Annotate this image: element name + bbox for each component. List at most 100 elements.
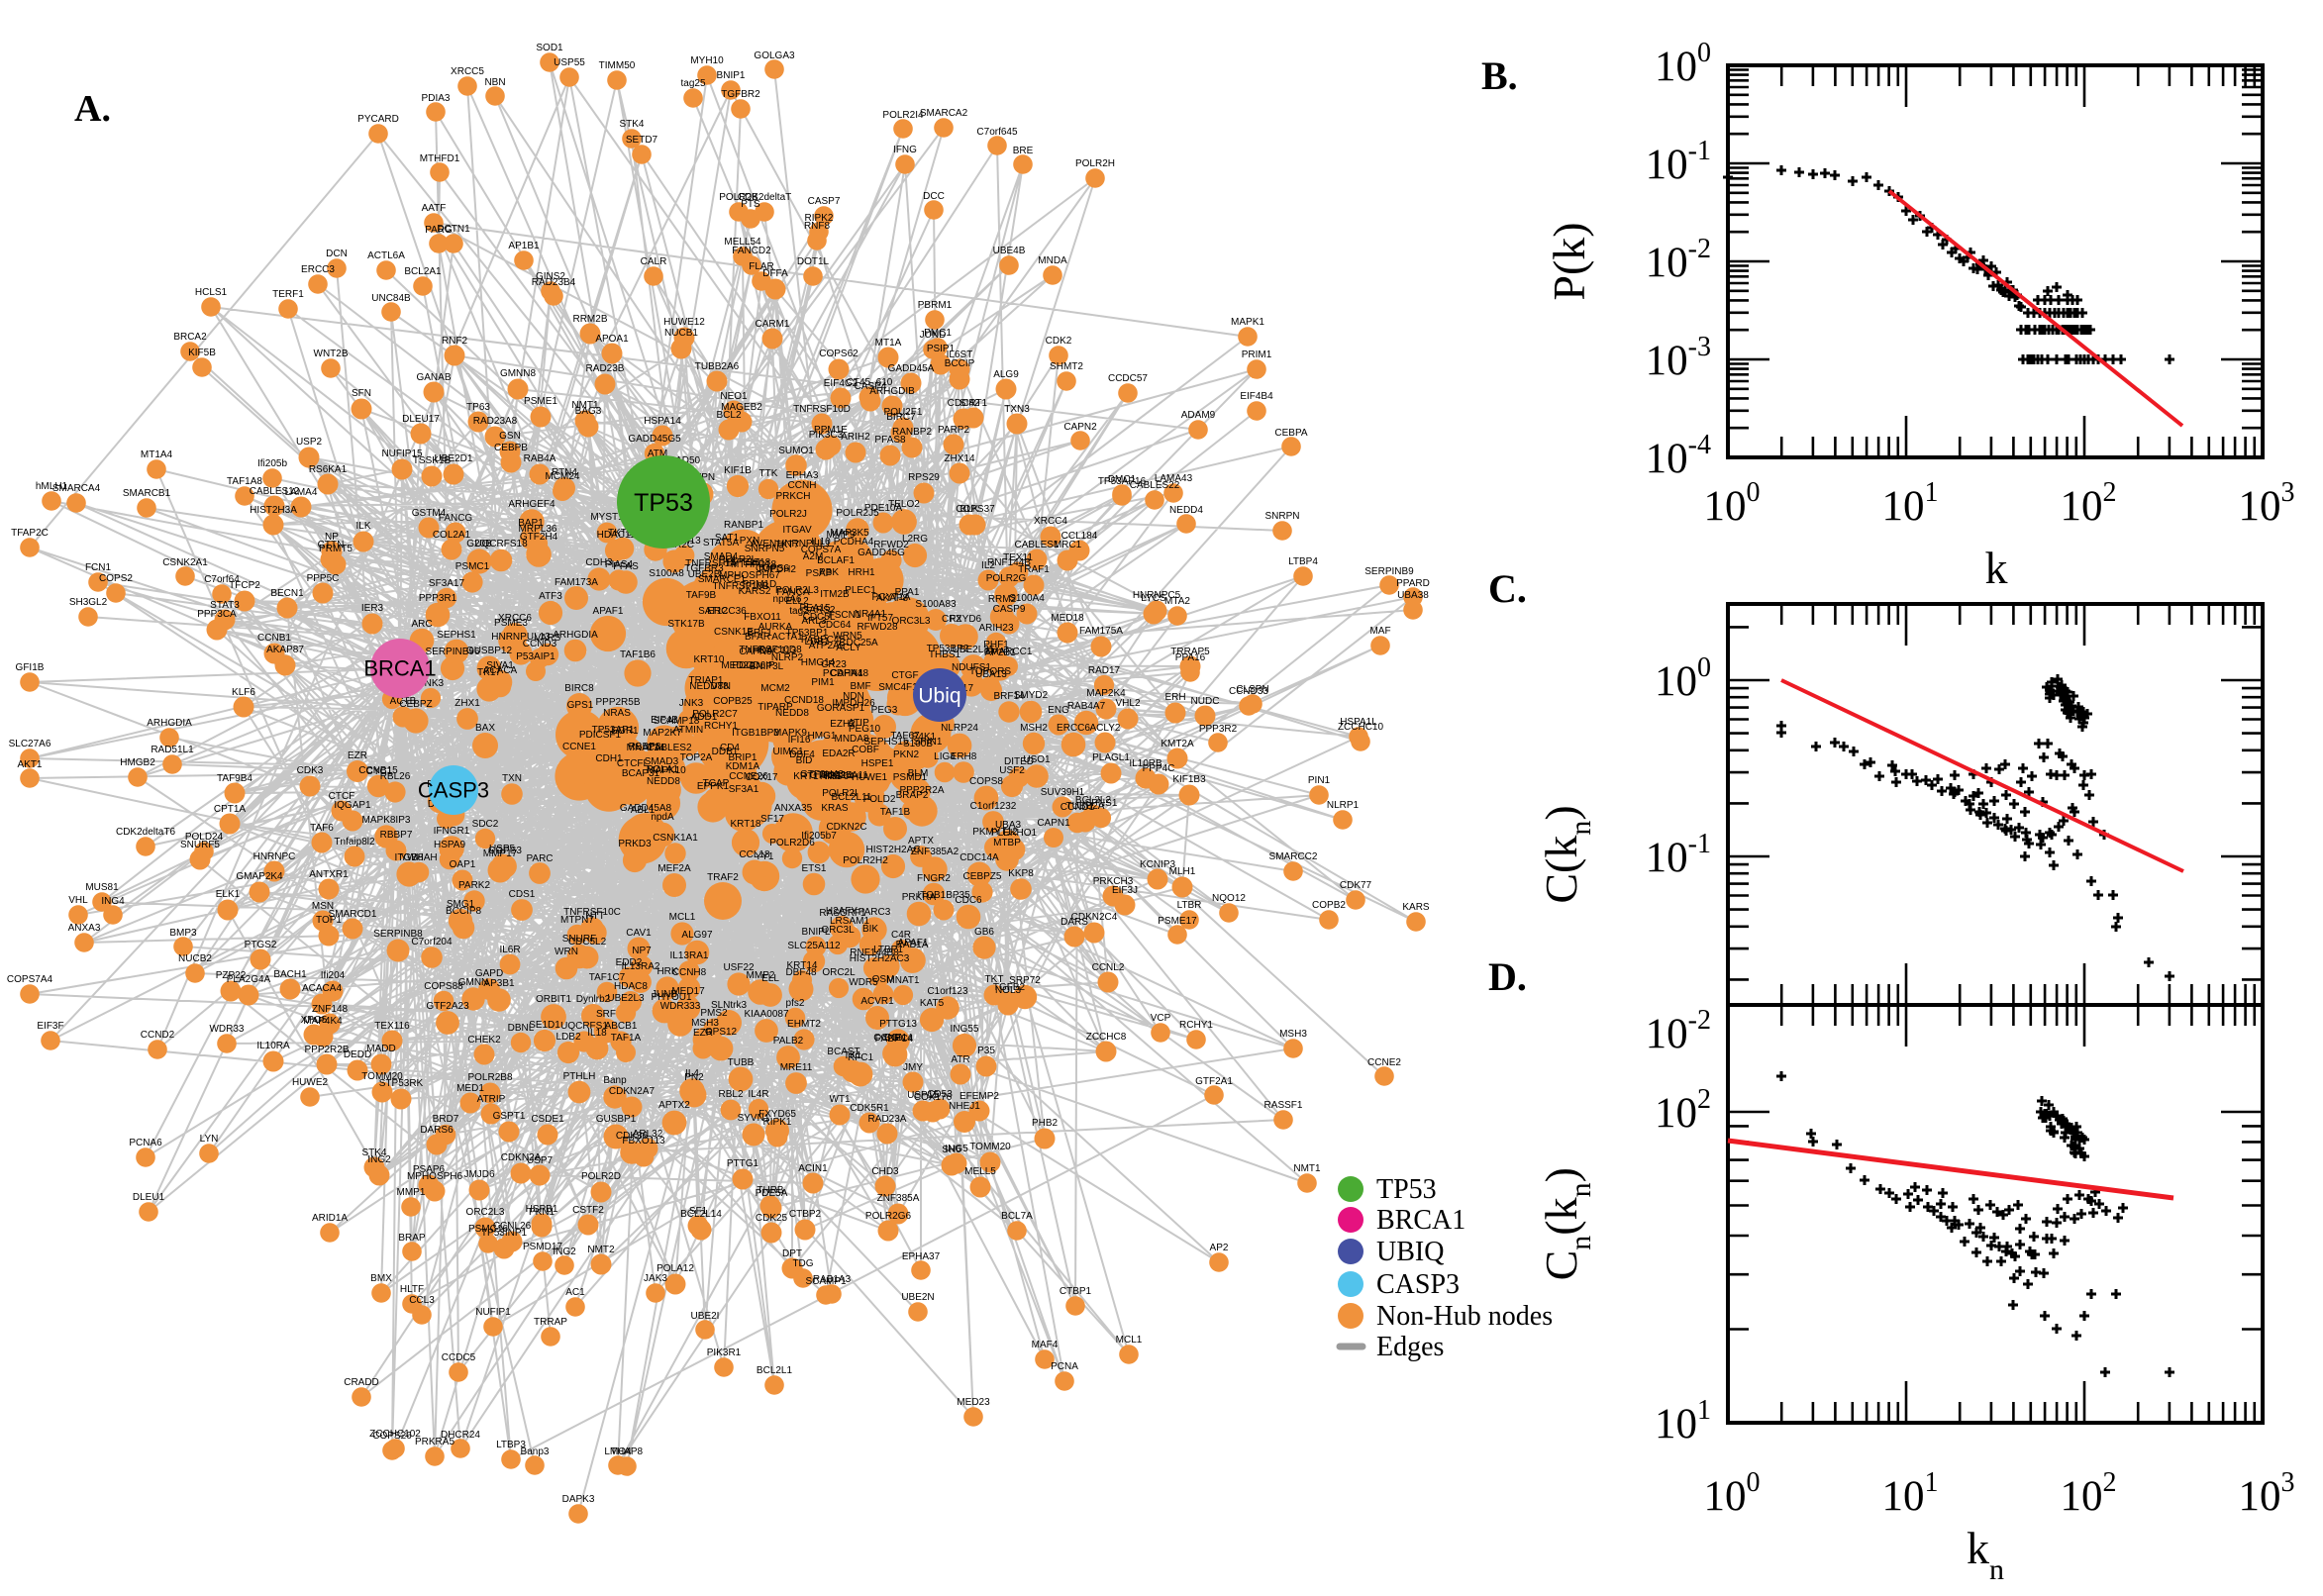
svg-text:ZNF385A: ZNF385A: [877, 1193, 920, 1204]
svg-text:MMP2: MMP2: [747, 970, 775, 981]
svg-text:PARC: PARC: [526, 853, 553, 864]
svg-text:PRKD3: PRKD3: [618, 839, 652, 849]
svg-text:SF3A1: SF3A1: [729, 784, 759, 795]
svg-text:KRT14: KRT14: [787, 960, 818, 971]
svg-text:FAM175A: FAM175A: [1079, 626, 1123, 637]
svg-text:HDAC8: HDAC8: [614, 981, 648, 992]
svg-text:JNK3: JNK3: [679, 698, 704, 709]
svg-text:SOD1: SOD1: [536, 43, 563, 53]
svg-text:SH6: SH6: [942, 1145, 961, 1155]
svg-text:SCAMP18: SCAMP18: [654, 716, 700, 727]
svg-text:KRT18: KRT18: [731, 819, 761, 830]
svg-text:CCND18: CCND18: [784, 695, 824, 706]
svg-text:ACTB: ACTB: [390, 696, 417, 707]
svg-text:BCCIP8: BCCIP8: [446, 906, 482, 917]
svg-text:APAF1: APAF1: [898, 938, 929, 948]
svg-text:NUFIP15: NUFIP15: [381, 449, 423, 459]
svg-text:POLR2I: POLR2I: [822, 788, 858, 799]
svg-text:SRF: SRF: [596, 1009, 616, 1020]
svg-text:CALR: CALR: [641, 256, 667, 267]
svg-text:FSCN1: FSCN1: [829, 610, 861, 621]
svg-text:PTS: PTS: [741, 199, 760, 210]
svg-text:CDH1: CDH1: [595, 753, 623, 764]
svg-text:COPS6: COPS6: [756, 563, 789, 574]
svg-text:TDG: TDG: [792, 1258, 813, 1269]
svg-text:CAPN2: CAPN2: [1063, 422, 1097, 433]
svg-text:LDB2: LDB2: [556, 1032, 580, 1043]
svg-text:MAP4K4: MAP4K4: [303, 1016, 343, 1027]
svg-text:SDC2: SDC2: [472, 819, 499, 830]
svg-text:MPHOSPH6: MPHOSPH6: [407, 1171, 463, 1182]
svg-text:TGFBR3: TGFBR3: [684, 563, 724, 574]
svg-text:CPT1A: CPT1A: [214, 804, 247, 815]
svg-text:BCL2L11: BCL2L11: [832, 792, 872, 803]
svg-text:ELL: ELL: [761, 973, 779, 984]
svg-text:SETD7: SETD7: [626, 135, 658, 146]
svg-text:ORC2L: ORC2L: [822, 967, 856, 978]
svg-text:POLD2: POLD2: [863, 794, 896, 805]
svg-text:KIAA0087: KIAA0087: [744, 1009, 788, 1020]
svg-text:PARG: PARG: [425, 225, 453, 236]
svg-text:B.: B.: [1481, 53, 1518, 98]
svg-text:PDCD6IP: PDCD6IP: [732, 660, 775, 671]
svg-text:RCHY1: RCHY1: [704, 721, 738, 732]
svg-text:C7orf64: C7orf64: [204, 574, 240, 585]
svg-text:HMG1: HMG1: [808, 731, 837, 742]
svg-text:MCM24: MCM24: [545, 471, 579, 482]
svg-text:ATP2A2: ATP2A2: [809, 641, 846, 651]
svg-text:RNF144B: RNF144B: [987, 557, 1031, 568]
svg-text:BECN1: BECN1: [270, 588, 304, 599]
svg-text:TRAF2: TRAF2: [707, 872, 739, 883]
svg-text:PXN: PXN: [740, 536, 760, 547]
svg-text:POLR2B: POLR2B: [719, 192, 758, 203]
svg-text:SAT12: SAT12: [698, 606, 728, 617]
svg-text:ARHGEF4: ARHGEF4: [508, 499, 556, 510]
svg-text:TNFRSF10D: TNFRSF10D: [793, 404, 851, 415]
svg-text:PARP2: PARP2: [938, 425, 969, 436]
svg-text:NUDC: NUDC: [1191, 696, 1220, 707]
svg-text:100: 100: [1655, 652, 1711, 705]
svg-text:Ifi204: Ifi204: [321, 970, 346, 981]
svg-text:PABPC4: PABPC4: [875, 1034, 914, 1045]
svg-text:DLEU1: DLEU1: [133, 1192, 165, 1203]
svg-text:ZNF148: ZNF148: [312, 1004, 349, 1015]
svg-text:TERF1: TERF1: [272, 289, 304, 300]
svg-text:BRIP1: BRIP1: [729, 752, 758, 763]
svg-text:Tnfaip8l2: Tnfaip8l2: [334, 837, 375, 848]
svg-text:102: 102: [2061, 477, 2117, 530]
svg-text:SMARCA2: SMARCA2: [920, 108, 968, 119]
svg-text:EDD2: EDD2: [616, 957, 643, 968]
svg-text:BCL2L2: BCL2L2: [1075, 795, 1112, 806]
svg-text:EZR: EZR: [693, 1028, 713, 1039]
svg-text:CCNE14: CCNE14: [873, 1033, 913, 1044]
svg-text:MAP2K7: MAP2K7: [643, 728, 682, 739]
svg-text:CEBPZ: CEBPZ: [399, 699, 432, 710]
svg-text:TEX11: TEX11: [1003, 552, 1033, 563]
svg-text:SMG1: SMG1: [447, 899, 475, 910]
svg-text:AP2B1: AP2B1: [984, 648, 1016, 658]
svg-text:ING2: ING2: [553, 1247, 576, 1257]
svg-text:FXYD65: FXYD65: [758, 1109, 796, 1120]
svg-text:CTTN: CTTN: [318, 540, 345, 550]
svg-text:ERCC36: ERCC36: [707, 606, 747, 617]
svg-text:CCL184: CCL184: [1061, 531, 1098, 542]
svg-text:PSAP: PSAP: [806, 568, 833, 579]
svg-text:IMPDH2: IMPDH2: [758, 564, 796, 575]
svg-text:C1orf123: C1orf123: [927, 986, 968, 997]
svg-text:SMARCC2: SMARCC2: [1269, 851, 1318, 862]
svg-text:100: 100: [1704, 477, 1761, 530]
svg-text:ANXA3: ANXA3: [68, 923, 101, 934]
svg-text:POLA1: POLA1: [647, 764, 679, 775]
svg-text:DOT1L: DOT1L: [797, 256, 830, 267]
svg-text:C7orf645: C7orf645: [976, 127, 1018, 138]
svg-text:CASP3: CASP3: [418, 778, 489, 803]
svg-text:BNIP1: BNIP1: [717, 70, 746, 81]
svg-text:DLEU17: DLEU17: [402, 414, 440, 425]
svg-text:PLEKHO1: PLEKHO1: [991, 828, 1038, 839]
svg-text:WRN: WRN: [555, 947, 578, 957]
svg-text:KMT2A: KMT2A: [1161, 739, 1194, 749]
svg-text:SLC25A112: SLC25A112: [787, 941, 841, 951]
svg-text:Ifi205b7: Ifi205b7: [801, 831, 837, 842]
svg-text:LTBP4: LTBP4: [1288, 556, 1318, 567]
svg-text:BCL2L1: BCL2L1: [757, 1365, 793, 1376]
